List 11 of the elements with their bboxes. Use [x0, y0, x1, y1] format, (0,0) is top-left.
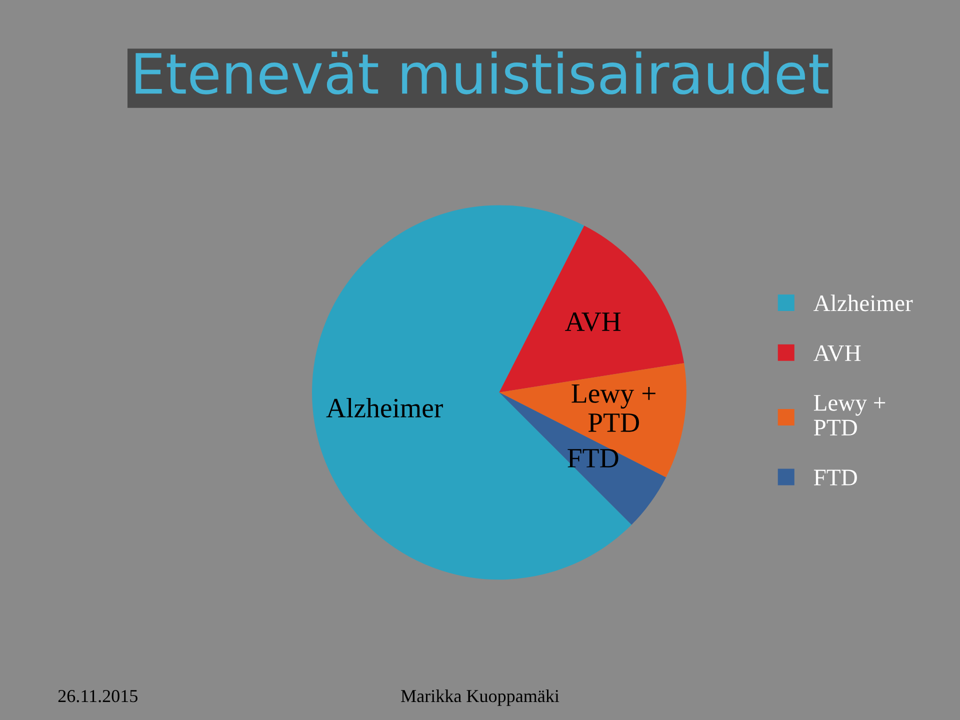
legend-label: Alzheimer	[814, 294, 913, 312]
chart-title: Etenevät muistisairaudet	[136, 51, 828, 94]
slice-label: Lewy + PTD	[572, 384, 656, 432]
legend-label: Lewy + PTD	[814, 395, 886, 436]
slice-label: FTD	[568, 449, 618, 468]
text: 26.11.2015	[58, 690, 138, 702]
legend-label: FTD	[814, 470, 857, 486]
slice-label: AVH	[565, 312, 621, 332]
legend-label: AVH	[814, 345, 861, 362]
text: Marikka Kuoppamäki	[401, 689, 560, 706]
slice-label: Alzheimer	[326, 398, 443, 418]
